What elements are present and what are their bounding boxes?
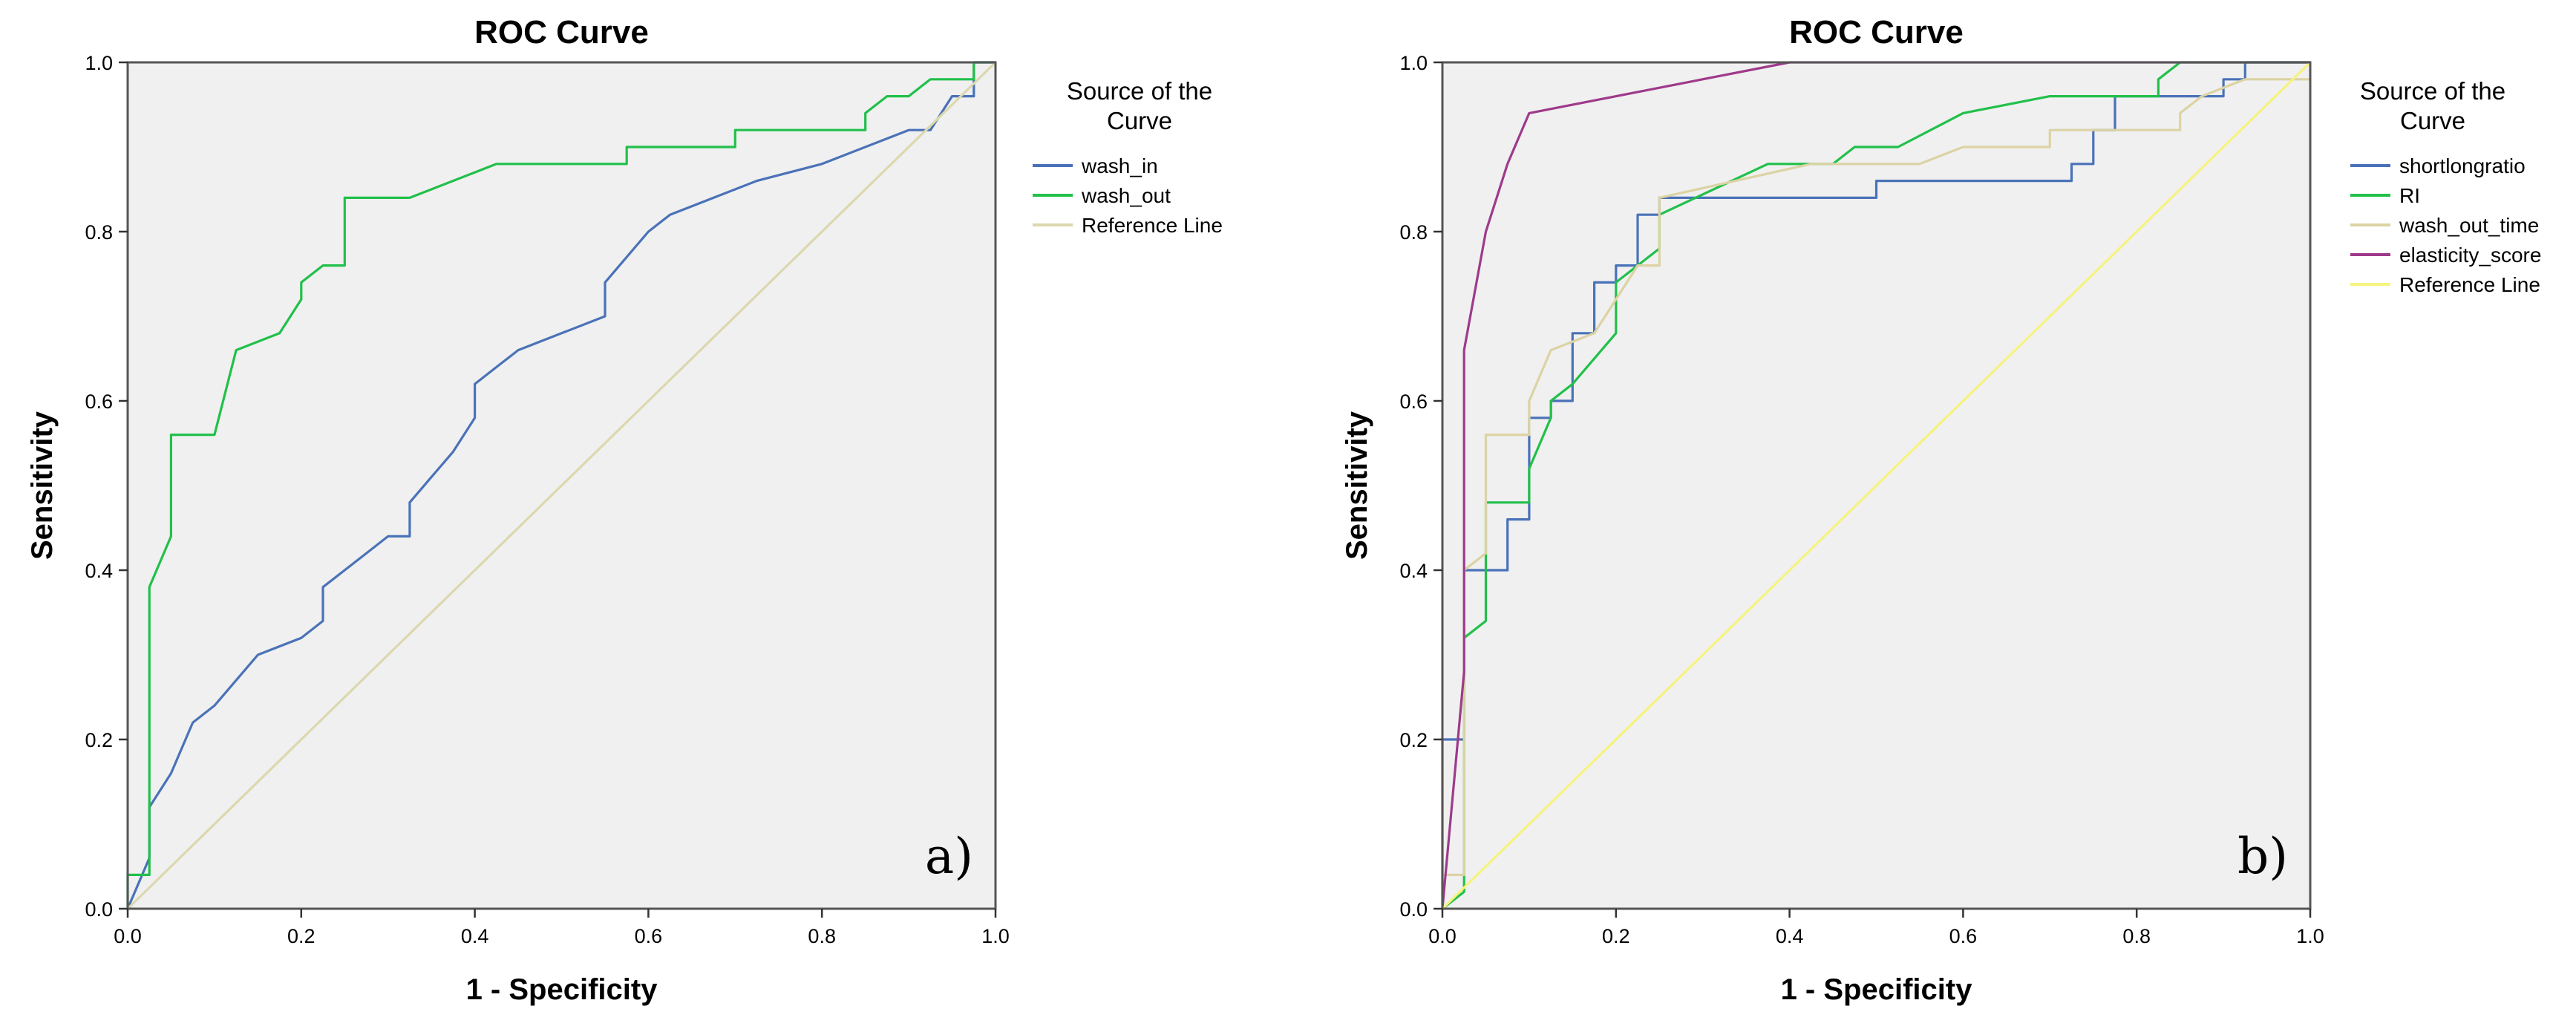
legend-entry: Reference Line [1082, 214, 1223, 237]
y-axis-label: Sensitivity [26, 411, 59, 560]
panel-label: a) [925, 828, 973, 885]
legend-entry: wash_out [1081, 184, 1171, 207]
x-axis-label: 1 - Specificity [1781, 973, 1973, 1006]
chart-title: ROC Curve [474, 14, 649, 50]
x-tick-label: 0.2 [287, 925, 316, 947]
x-tick-label: 1.0 [981, 925, 1010, 947]
legend-title-line-2: Curve [1107, 107, 1172, 134]
series-line-reference-line [126, 61, 997, 910]
y-tick-label: 0.2 [1399, 729, 1428, 751]
legend-title-line-2: Curve [2400, 107, 2465, 134]
y-tick-label: 0.4 [1399, 560, 1428, 582]
y-tick-label: 0.2 [85, 729, 113, 751]
legend-entry: elasticity_score [2399, 244, 2541, 267]
x-tick-label: 0.6 [635, 925, 663, 947]
chart-title: ROC Curve [1789, 14, 1964, 50]
x-tick-label: 0.4 [461, 925, 489, 947]
y-axis-label: Sensitivity [1341, 411, 1373, 560]
x-tick-label: 0.2 [1602, 925, 1630, 947]
panel-label: b) [2237, 828, 2288, 885]
x-tick-label: 0.0 [1428, 925, 1457, 947]
y-tick-label: 0.6 [85, 391, 113, 413]
y-tick-label: 0.8 [85, 221, 113, 244]
x-tick-label: 0.8 [808, 925, 836, 947]
legend-title-line-1: Source of the [2360, 77, 2505, 105]
y-tick-label: 1.0 [1399, 52, 1428, 74]
legend-entry: wash_out_time [2399, 214, 2539, 237]
series-line-reference-line [1441, 61, 2312, 910]
x-tick-label: 0.4 [1776, 925, 1804, 947]
plot-frame [126, 61, 997, 910]
y-tick-label: 0.0 [85, 898, 113, 921]
legend-entry: wash_in [1081, 154, 1158, 177]
roc-chart-b: ROC Curve 0.0 0.2 0.4 0.6 0.8 1.0 0.0 0.2 0.4 0.6 0… [1341, 14, 2541, 1006]
plot-frame [1441, 61, 2312, 910]
series-line-wash-out [126, 61, 996, 909]
x-tick-label: 1.0 [2296, 925, 2324, 947]
y-tick-label: 0.0 [1399, 898, 1428, 921]
roc-chart-a: ROC Curve 0.0 0.2 0.4 0.6 0.8 1.0 0.0 0.2 0.4 0.6 0… [26, 14, 1223, 1006]
series-line-elasticity-score [1441, 61, 2310, 909]
y-tick-label: 0.4 [85, 560, 113, 582]
x-tick-label: 0.8 [2122, 925, 2151, 947]
legend-entry: shortlongratio [2399, 154, 2526, 177]
legend-entry: RI [2399, 184, 2420, 207]
y-tick-label: 0.8 [1399, 221, 1428, 244]
y-tick-label: 1.0 [85, 52, 113, 74]
x-tick-label: 0.6 [1949, 925, 1978, 947]
x-axis-label: 1 - Specificity [466, 973, 658, 1006]
series-line-wash-in [126, 61, 996, 909]
legend-entry: Reference Line [2399, 273, 2540, 296]
legend-title-line-1: Source of the [1067, 77, 1212, 105]
series-line-wash-out-time [1441, 78, 2310, 909]
y-tick-label: 0.6 [1399, 391, 1428, 413]
x-tick-label: 0.0 [114, 925, 142, 947]
